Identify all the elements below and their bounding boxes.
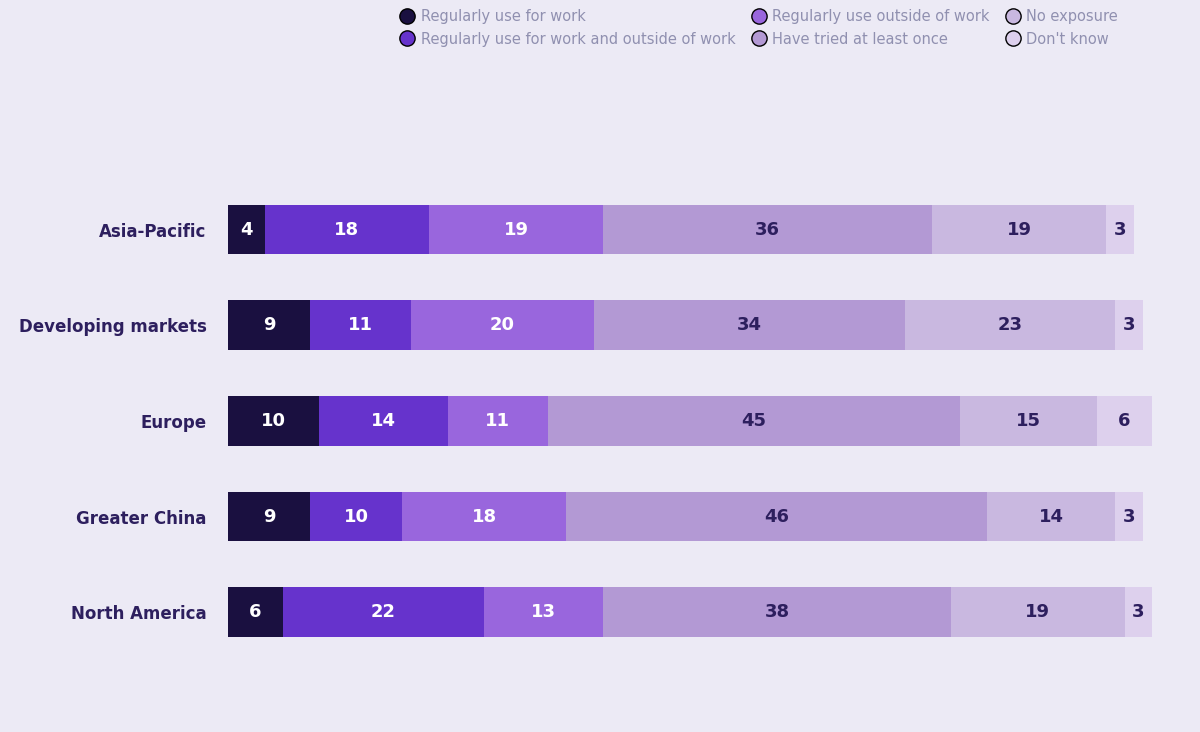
Bar [594, 300, 905, 350]
Bar [402, 492, 566, 542]
Text: 3: 3 [1132, 603, 1145, 621]
Bar [960, 396, 1097, 446]
Text: 13: 13 [532, 603, 556, 621]
Text: 9: 9 [263, 507, 276, 526]
Text: 10: 10 [262, 412, 287, 430]
Bar [410, 300, 594, 350]
Bar [932, 205, 1106, 255]
Bar [311, 300, 410, 350]
Bar [1116, 300, 1142, 350]
Text: 11: 11 [485, 412, 510, 430]
Text: 10: 10 [343, 507, 368, 526]
Text: 6: 6 [250, 603, 262, 621]
Bar [430, 205, 604, 255]
Text: 45: 45 [742, 412, 767, 430]
Text: 4: 4 [240, 220, 252, 239]
Bar [604, 205, 932, 255]
Text: 3: 3 [1123, 316, 1135, 335]
Bar [604, 587, 950, 637]
Bar [988, 492, 1116, 542]
Text: 14: 14 [371, 412, 396, 430]
Bar [548, 396, 960, 446]
Bar [228, 492, 311, 542]
Bar [228, 205, 264, 255]
Bar [566, 492, 988, 542]
Text: 15: 15 [1016, 412, 1040, 430]
Bar [1097, 396, 1152, 446]
Bar [228, 396, 319, 446]
Text: 36: 36 [755, 220, 780, 239]
Text: 46: 46 [764, 507, 790, 526]
Bar [1124, 587, 1152, 637]
Text: 3: 3 [1114, 220, 1127, 239]
Text: 3: 3 [1123, 507, 1135, 526]
Bar [950, 587, 1124, 637]
Text: 20: 20 [490, 316, 515, 335]
Bar [484, 587, 604, 637]
Text: 6: 6 [1118, 412, 1130, 430]
Text: 34: 34 [737, 316, 762, 335]
Legend: Regularly use for work, Regularly use for work and outside of work, Regularly us: Regularly use for work, Regularly use fo… [402, 10, 1117, 47]
Bar [905, 300, 1116, 350]
Text: 9: 9 [263, 316, 276, 335]
Bar [228, 587, 283, 637]
Bar [228, 300, 311, 350]
Text: 38: 38 [764, 603, 790, 621]
Text: 19: 19 [1007, 220, 1032, 239]
Text: 14: 14 [1039, 507, 1064, 526]
Bar [264, 205, 430, 255]
Text: 19: 19 [504, 220, 529, 239]
Text: 19: 19 [1025, 603, 1050, 621]
Text: 18: 18 [472, 507, 497, 526]
Bar [1116, 492, 1142, 542]
Bar [319, 396, 448, 446]
Bar [1106, 205, 1134, 255]
Text: 18: 18 [335, 220, 360, 239]
Text: 11: 11 [348, 316, 373, 335]
Bar [311, 492, 402, 542]
Text: 23: 23 [997, 316, 1022, 335]
Text: 22: 22 [371, 603, 396, 621]
Bar [283, 587, 484, 637]
Bar [448, 396, 548, 446]
